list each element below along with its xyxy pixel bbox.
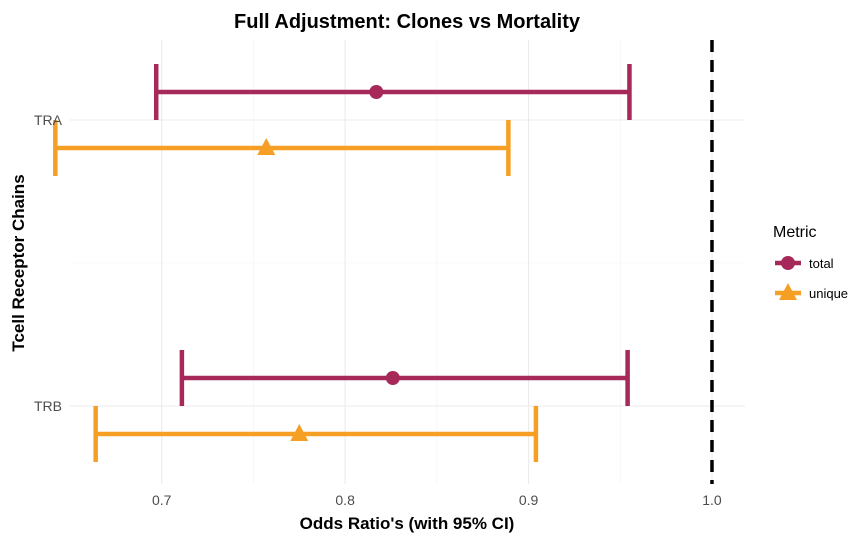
grid <box>70 40 745 484</box>
errorbar-unique-TRB <box>93 406 539 462</box>
chart-title: Full Adjustment: Clones vs Mortality <box>234 11 581 33</box>
x-tick-label: 0.7 <box>152 492 172 508</box>
legend-key-circle <box>781 256 795 270</box>
y-tick-label: TRB <box>34 398 62 414</box>
x-tick-label: 0.9 <box>519 492 539 508</box>
errorbar-total-TRB <box>179 350 630 406</box>
legend-key-triangle <box>779 283 797 300</box>
legend-label: total <box>809 256 834 271</box>
legend-label: unique <box>809 286 848 301</box>
y-axis-title: Tcell Receptor Chains <box>9 174 28 351</box>
x-axis-ticks: 0.7 0.8 0.9 1.0 <box>152 492 722 508</box>
legend-title: Metric <box>773 224 817 241</box>
estimate-point <box>257 138 276 155</box>
x-tick-label: 0.8 <box>335 492 355 508</box>
errorbar-unique-TRA <box>53 120 511 176</box>
data-marks <box>53 64 632 462</box>
legend: Metric total unique <box>773 224 848 301</box>
legend-item-unique: unique <box>775 283 848 301</box>
x-axis-title: Odds Ratio's (with 95% CI) <box>300 514 515 533</box>
estimate-point <box>290 424 309 441</box>
x-tick-label: 1.0 <box>702 492 722 508</box>
y-axis-ticks: TRA TRB <box>34 112 63 414</box>
estimate-point <box>385 371 400 385</box>
legend-item-total: total <box>775 256 834 271</box>
estimate-point <box>369 85 384 99</box>
errorbar-total-TRA <box>153 64 632 120</box>
y-tick-label: TRA <box>34 112 63 128</box>
